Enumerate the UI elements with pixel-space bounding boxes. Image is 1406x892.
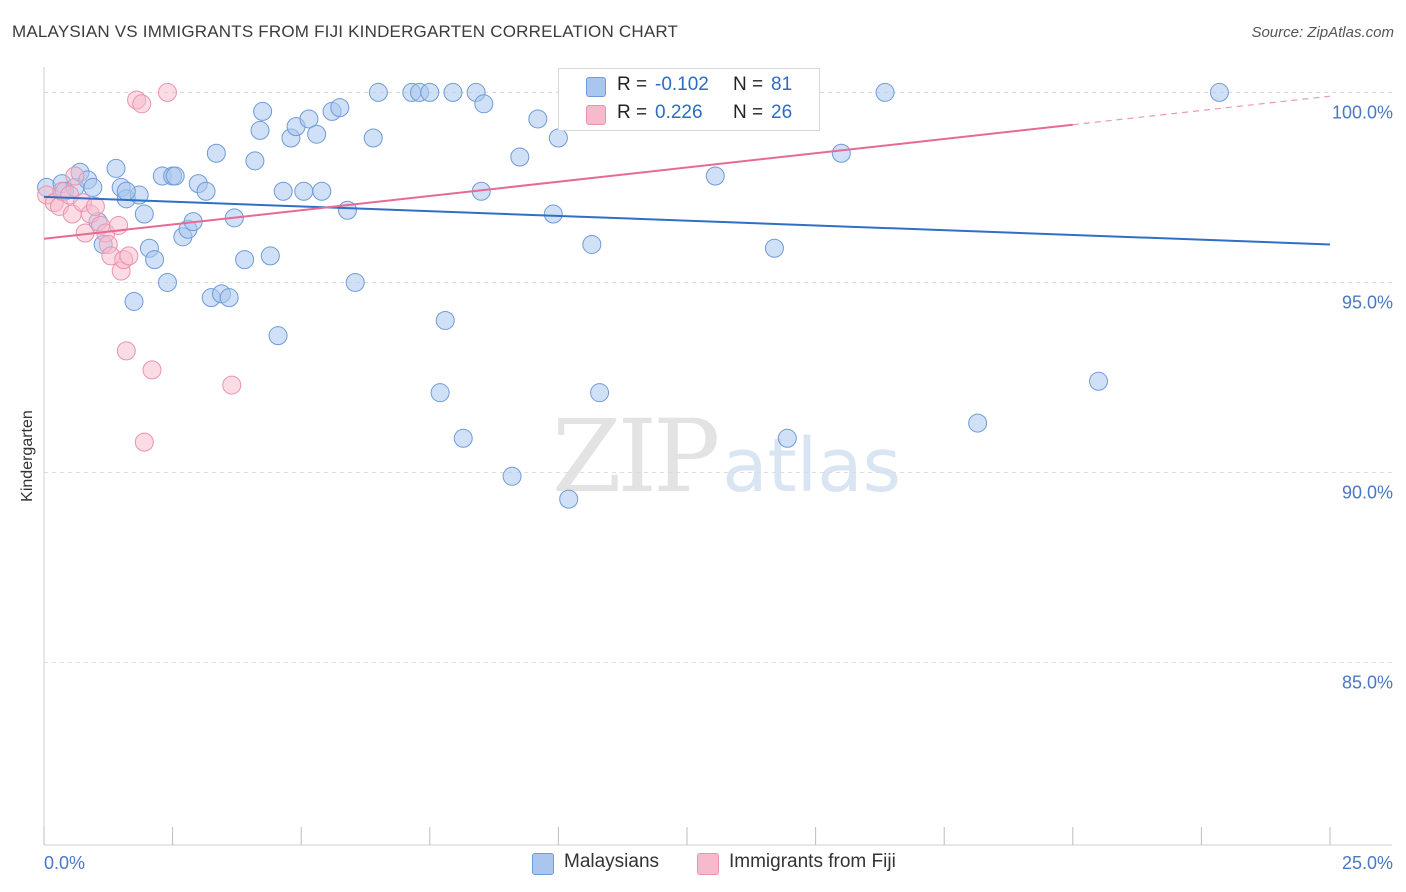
malaysians-point: [260, 246, 280, 266]
malaysians-point: [219, 288, 239, 308]
malaysians-point: [330, 98, 350, 118]
watermark-atlas: atlas: [722, 423, 902, 509]
malaysians-point: [1209, 82, 1229, 102]
malaysians-point: [196, 181, 216, 201]
y-tick-label: 100.0%: [1332, 102, 1393, 122]
malaysians-point: [420, 82, 440, 102]
legend-r-label: R =: [617, 102, 648, 123]
malaysians-point: [157, 272, 177, 292]
malaysians-point: [582, 234, 602, 254]
fiji-point: [157, 82, 177, 102]
malaysians-point: [145, 250, 165, 270]
malaysians-point: [235, 250, 255, 270]
fiji-point: [134, 432, 154, 452]
malaysians-point: [124, 291, 144, 311]
malaysians-point: [559, 489, 579, 509]
x-tick-label: 25.0%: [1342, 853, 1393, 873]
legend-n-value: 26: [771, 102, 793, 123]
series-legend: Malaysians Immigrants from Fiji: [0, 851, 1406, 877]
malaysians-point: [245, 151, 265, 171]
y-tick-label: 85.0%: [1342, 673, 1393, 693]
malaysians-trendline: [43, 195, 1331, 246]
malaysians-point: [502, 466, 522, 486]
malaysians-point: [705, 166, 725, 186]
malaysians-point: [1089, 371, 1109, 391]
fiji-point: [119, 246, 139, 266]
stats-legend: R = -0.102 N = 81 R = 0.226 N = 26: [558, 68, 820, 131]
malaysians-point: [777, 428, 797, 448]
malaysians-point: [443, 82, 463, 102]
legend-swatch-malaysians: [532, 853, 554, 875]
fiji-point: [132, 94, 152, 114]
fiji-trendline-extension: [1072, 95, 1331, 126]
malaysians-point: [268, 326, 288, 346]
malaysians-point: [968, 413, 988, 433]
fiji-point: [222, 375, 242, 395]
malaysians-point: [363, 128, 383, 148]
malaysians-point: [253, 101, 273, 121]
x-tick-label: 0.0%: [44, 853, 85, 873]
malaysians-point: [294, 181, 314, 201]
fiji-point: [116, 341, 136, 361]
fiji-point: [65, 166, 85, 186]
legend-n-value: 81: [771, 74, 793, 95]
legend-r-value: 0.226: [655, 102, 703, 123]
malaysians-point: [368, 82, 388, 102]
malaysians-point: [250, 120, 270, 140]
y-tick-label: 95.0%: [1342, 292, 1393, 312]
legend-n-label: N =: [733, 74, 764, 95]
malaysians-point: [548, 128, 568, 148]
malaysians-point: [764, 238, 784, 258]
legend-swatch-blue: [586, 77, 606, 97]
watermark: ZIPatlas: [552, 398, 901, 515]
malaysians-point: [474, 94, 494, 114]
malaysians-point: [299, 109, 319, 129]
legend-r-value: -0.102: [655, 74, 709, 95]
fiji-point: [142, 360, 162, 380]
malaysians-point: [528, 109, 548, 129]
malaysians-point: [875, 82, 895, 102]
legend-label-fiji: Immigrants from Fiji: [729, 851, 896, 872]
malaysians-points: [37, 82, 1229, 509]
y-tick-label: 90.0%: [1342, 483, 1393, 503]
malaysians-point: [345, 272, 365, 292]
malaysians-point: [831, 143, 851, 163]
malaysians-point: [106, 158, 126, 178]
malaysians-point: [273, 181, 293, 201]
legend-swatch-pink: [586, 105, 606, 125]
legend-n-label: N =: [733, 102, 764, 123]
malaysians-point: [453, 428, 473, 448]
malaysians-point: [435, 310, 455, 330]
trend-layer: [43, 95, 1331, 246]
legend-label-malaysians: Malaysians: [564, 851, 660, 872]
source-label: Source: ZipAtlas.com: [1251, 24, 1394, 41]
watermark-zip: ZIP: [552, 398, 720, 515]
malaysians-point: [134, 204, 154, 224]
malaysians-point: [510, 147, 530, 167]
chart-title: MALAYSIAN VS IMMIGRANTS FROM FIJI KINDER…: [12, 22, 679, 41]
legend-swatch-fiji: [697, 853, 719, 875]
malaysians-point: [116, 181, 136, 201]
fiji-point: [85, 196, 105, 216]
malaysians-point: [590, 383, 610, 403]
tick-label-layer: 85.0% 90.0% 95.0% 100.0% 0.0% 25.0%: [44, 102, 1393, 873]
malaysians-point: [307, 124, 327, 144]
malaysians-point: [430, 383, 450, 403]
fiji-points: [37, 82, 242, 452]
malaysians-point: [165, 166, 185, 186]
malaysians-point: [543, 204, 563, 224]
malaysians-point: [206, 143, 226, 163]
malaysians-point: [83, 177, 103, 197]
legend-r-label: R =: [617, 74, 648, 95]
fiji-trendline: [43, 123, 1073, 240]
malaysians-point: [312, 181, 332, 201]
